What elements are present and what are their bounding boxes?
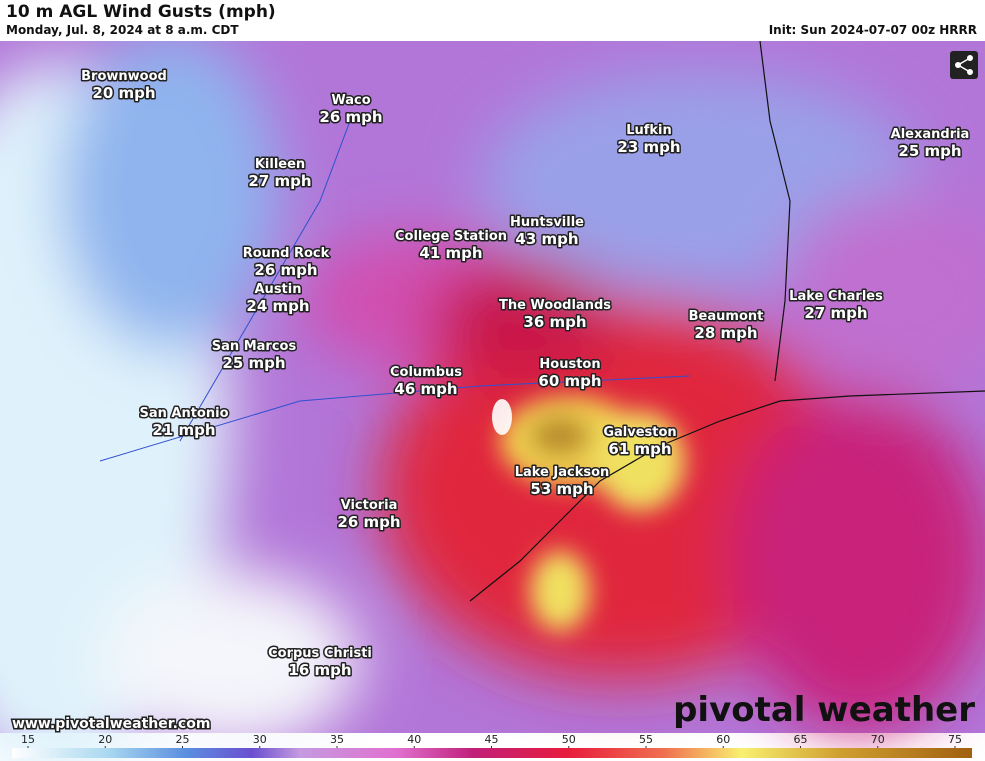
city-gust: 36 mph [523, 313, 586, 331]
city-gust: 21 mph [152, 421, 215, 439]
city-name: Columbus [390, 365, 462, 380]
city-name: The Woodlands [499, 298, 611, 313]
colorbar: 15 20 25 30 35 40 45 50 55 60 65 70 75 [12, 733, 972, 758]
share-icon [955, 55, 973, 75]
colorbar-label: 65 [794, 733, 808, 746]
city-name: Galveston [603, 425, 676, 440]
header: 10 m AGL Wind Gusts (mph) Monday, Jul. 8… [0, 0, 985, 41]
city-gust: 23 mph [617, 138, 680, 156]
city-gust: 43 mph [515, 230, 578, 248]
city-name: Lufkin [626, 123, 672, 138]
colorbar-label: 50 [562, 733, 576, 746]
site-url: www.pivotalweather.com [12, 716, 211, 732]
city-name: Victoria [341, 498, 398, 513]
city-name: Beaumont [689, 309, 764, 324]
title: 10 m AGL Wind Gusts (mph) [6, 2, 276, 22]
city-name: College Station [395, 229, 507, 244]
city-name: Houston [539, 357, 600, 372]
colorbar-label: 25 [176, 733, 190, 746]
city-name: Killeen [255, 157, 305, 172]
colorbar-label: 15 [21, 733, 35, 746]
city-name: Waco [331, 93, 370, 108]
logo: pivotal weather [673, 690, 975, 730]
subtitle: Monday, Jul. 8, 2024 at 8 a.m. CDT [6, 23, 239, 37]
city-gust: 24 mph [246, 297, 309, 315]
city-name: Huntsville [510, 215, 584, 230]
colorbar-label: 35 [330, 733, 344, 746]
city-name: Lake Charles [789, 289, 883, 304]
city-name: San Marcos [212, 339, 297, 354]
colorbar-label: 60 [716, 733, 730, 746]
colorbar-label: 70 [871, 733, 885, 746]
city-gust: 26 mph [337, 513, 400, 531]
city-gust: 28 mph [694, 324, 757, 342]
colorbar-label: 30 [253, 733, 267, 746]
city-name: Brownwood [81, 69, 167, 84]
wind-field [0, 41, 985, 761]
colorbar-label: 20 [98, 733, 112, 746]
city-name: Austin [255, 282, 302, 297]
city-gust: 46 mph [394, 380, 457, 398]
colorbar-label: 45 [485, 733, 499, 746]
colorbar-label: 75 [948, 733, 962, 746]
share-button[interactable] [950, 51, 978, 79]
city-gust: 16 mph [288, 661, 351, 679]
colorbar-label: 40 [407, 733, 421, 746]
colorbar-gradient [12, 748, 972, 758]
city-gust: 27 mph [804, 304, 867, 322]
city-gust: 60 mph [538, 372, 601, 390]
city-gust: 25 mph [898, 142, 961, 160]
city-gust: 20 mph [92, 84, 155, 102]
city-gust: 26 mph [254, 261, 317, 279]
init-info: Init: Sun 2024-07-07 00z HRRR [768, 23, 977, 37]
city-gust: 25 mph [222, 354, 285, 372]
city-name: Corpus Christi [268, 646, 372, 661]
city-gust: 27 mph [248, 172, 311, 190]
city-name: Alexandria [891, 127, 970, 142]
city-gust: 41 mph [419, 244, 482, 262]
colorbar-label: 55 [639, 733, 653, 746]
city-name: San Antonio [139, 406, 228, 421]
city-name: Round Rock [243, 246, 330, 261]
city-gust: 53 mph [530, 480, 593, 498]
city-gust: 26 mph [319, 108, 382, 126]
city-name: Lake Jackson [515, 465, 610, 480]
city-gust: 61 mph [608, 440, 671, 458]
